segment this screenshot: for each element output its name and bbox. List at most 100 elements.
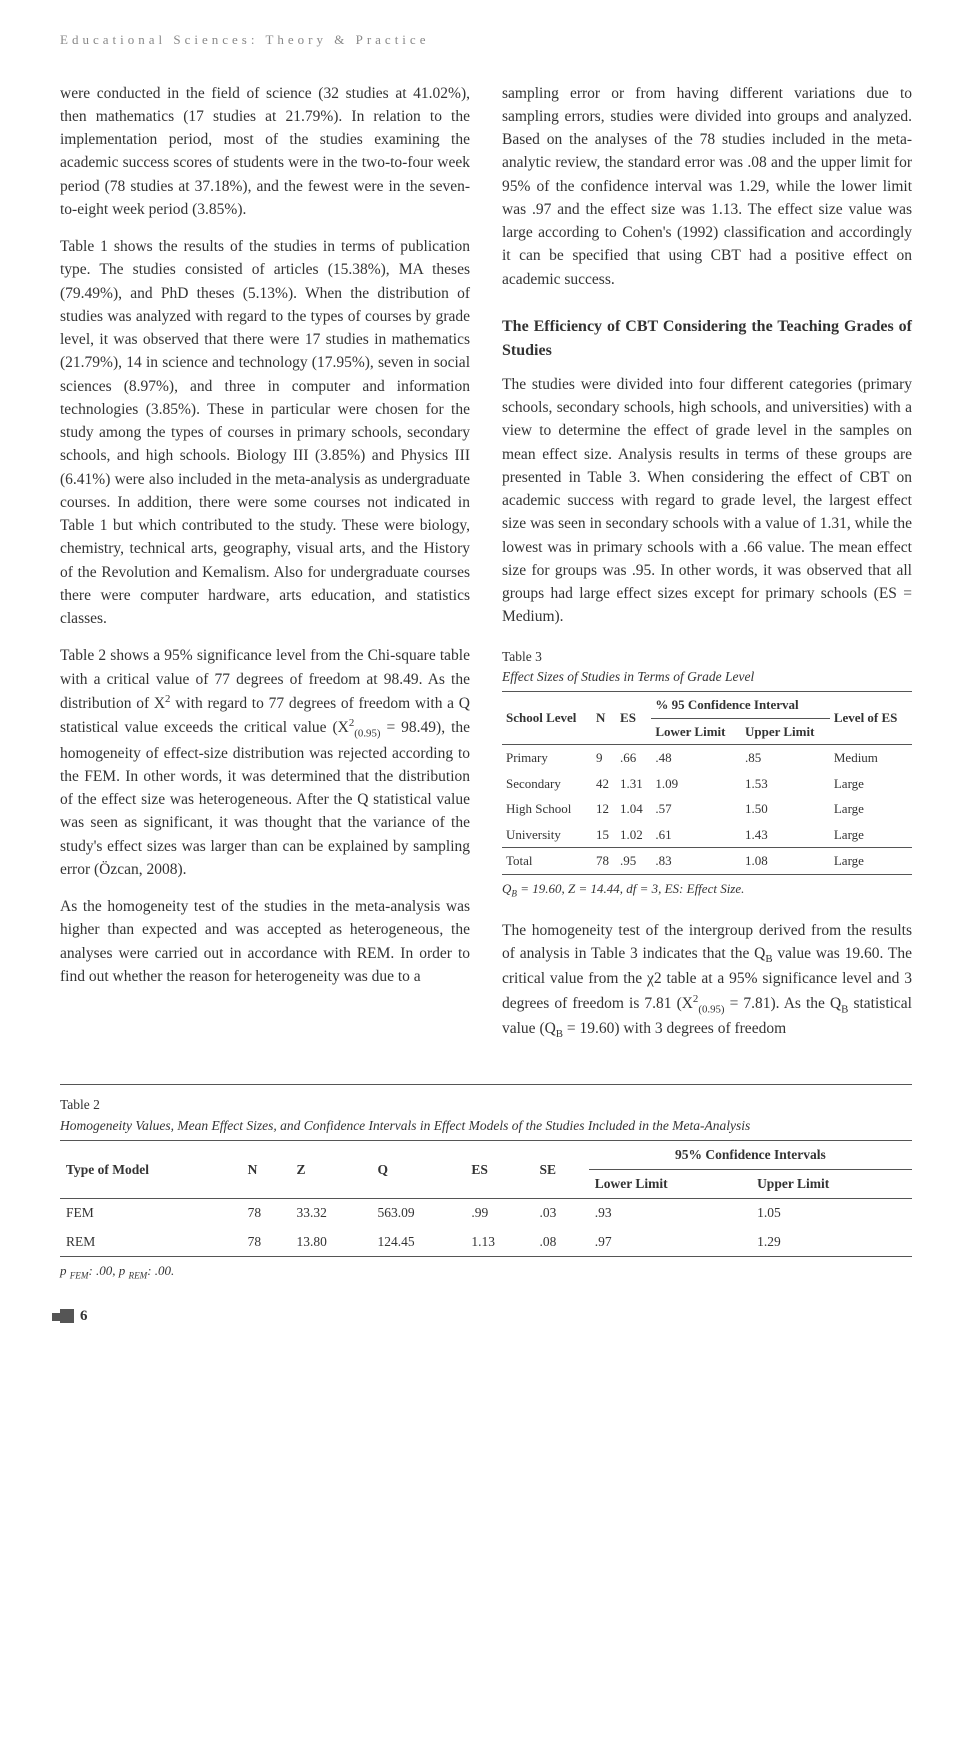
paragraph: Table 1 shows the results of the studies… — [60, 235, 470, 630]
cell: .48 — [651, 745, 741, 771]
cell: .03 — [534, 1199, 589, 1228]
page-footer: 6 — [60, 1305, 912, 1328]
cell: 563.09 — [371, 1199, 465, 1228]
th-upper: Upper Limit — [741, 718, 830, 745]
cell: 15 — [592, 822, 616, 848]
paragraph: The homogeneity test of the intergroup d… — [502, 919, 912, 1043]
th-n: N — [592, 692, 616, 745]
table-title: Table 2 — [60, 1095, 912, 1115]
cell: .85 — [741, 745, 830, 771]
cell: .08 — [534, 1228, 589, 1257]
cell: 78 — [242, 1199, 291, 1228]
cell: 1.31 — [616, 771, 651, 797]
th-upper: Upper Limit — [751, 1170, 912, 1199]
cell: .83 — [651, 848, 741, 875]
th-es: ES — [616, 692, 651, 745]
text: Q — [502, 881, 511, 896]
subscript: (0.95) — [354, 727, 380, 739]
table-row: Secondary 42 1.31 1.09 1.53 Large — [502, 771, 912, 797]
table-note: QB = 19.60, Z = 14.44, df = 3, ES: Effec… — [502, 879, 912, 901]
cell: High School — [502, 796, 592, 822]
cell: 13.80 — [290, 1228, 371, 1257]
cell: Large — [830, 848, 912, 875]
table-row: Primary 9 .66 .48 .85 Medium — [502, 745, 912, 771]
table-row: High School 12 1.04 .57 1.50 Large — [502, 796, 912, 822]
cell: University — [502, 822, 592, 848]
paragraph: The studies were divided into four diffe… — [502, 373, 912, 629]
cell: .66 — [616, 745, 651, 771]
cell: 78 — [592, 848, 616, 875]
paragraph: sampling error or from having different … — [502, 82, 912, 291]
cell: 1.13 — [465, 1228, 533, 1257]
journal-header: Educational Sciences: Theory & Practice — [60, 30, 912, 50]
table-3-table: School Level N ES % 95 Confidence Interv… — [502, 691, 912, 875]
cell: 1.43 — [741, 822, 830, 848]
th-ci: % 95 Confidence Interval — [651, 692, 830, 719]
subscript: B — [556, 1028, 563, 1040]
cell: Medium — [830, 745, 912, 771]
table-2: Table 2 Homogeneity Values, Mean Effect … — [60, 1084, 912, 1283]
table-row: REM 78 13.80 124.45 1.13 .08 .97 1.29 — [60, 1228, 912, 1257]
cell: 1.29 — [751, 1228, 912, 1257]
th-lower: Lower Limit — [589, 1170, 751, 1199]
cell: 1.09 — [651, 771, 741, 797]
text: : .00. — [147, 1263, 174, 1278]
th-n: N — [242, 1140, 291, 1199]
th-se: SE — [534, 1140, 589, 1199]
cell: Total — [502, 848, 592, 875]
text: = 7.81). As the Q — [725, 995, 842, 1012]
th-level: Level of ES — [830, 692, 912, 745]
subscript: REM — [129, 1271, 148, 1281]
cell: Large — [830, 822, 912, 848]
cell: 1.53 — [741, 771, 830, 797]
paragraph: were conducted in the field of science (… — [60, 82, 470, 222]
text: : .00, p — [88, 1263, 128, 1278]
table-3: Table 3 Effect Sizes of Studies in Terms… — [502, 647, 912, 901]
cell: .95 — [616, 848, 651, 875]
cell: 1.05 — [751, 1199, 912, 1228]
subscript: B — [765, 953, 772, 965]
table-title: Table 3 — [502, 647, 912, 667]
text: p — [60, 1263, 70, 1278]
cell: 124.45 — [371, 1228, 465, 1257]
th-z: Z — [290, 1140, 371, 1199]
table-2-table: Type of Model N Z Q ES SE 95% Confidence… — [60, 1140, 912, 1257]
table-caption: Effect Sizes of Studies in Terms of Grad… — [502, 667, 912, 687]
cell: 1.50 — [741, 796, 830, 822]
table-caption: Homogeneity Values, Mean Effect Sizes, a… — [60, 1116, 912, 1136]
cell: Primary — [502, 745, 592, 771]
table-row-total: Total 78 .95 .83 1.08 Large — [502, 848, 912, 875]
cell: 33.32 — [290, 1199, 371, 1228]
two-column-body: were conducted in the field of science (… — [60, 82, 912, 1057]
cell: REM — [60, 1228, 242, 1257]
subscript: (0.95) — [698, 1003, 724, 1015]
cell: .93 — [589, 1199, 751, 1228]
paragraph: Table 2 shows a 95% significance level f… — [60, 644, 470, 881]
text: = 19.60) with 3 degrees of freedom — [563, 1020, 786, 1037]
cell: Large — [830, 796, 912, 822]
cell: 78 — [242, 1228, 291, 1257]
section-heading: The Efficiency of CBT Considering the Te… — [502, 315, 912, 363]
text: = 19.60, Z = 14.44, df = 3, ES: Effect S… — [517, 881, 744, 896]
cell: 1.02 — [616, 822, 651, 848]
th-school: School Level — [502, 692, 592, 745]
cell: 1.08 — [741, 848, 830, 875]
cell: .97 — [589, 1228, 751, 1257]
page-ornament-icon — [60, 1309, 74, 1323]
th-es: ES — [465, 1140, 533, 1199]
th-q: Q — [371, 1140, 465, 1199]
th-ci: 95% Confidence Intervals — [589, 1140, 912, 1169]
right-column: sampling error or from having different … — [502, 82, 912, 1057]
cell: 9 — [592, 745, 616, 771]
cell: Large — [830, 771, 912, 797]
cell: .57 — [651, 796, 741, 822]
table-note: p FEM: .00, p REM: .00. — [60, 1261, 912, 1283]
subscript: FEM — [70, 1271, 89, 1281]
cell: Secondary — [502, 771, 592, 797]
page-number: 6 — [80, 1305, 88, 1328]
text: = 98.49), the homogeneity of effect-size… — [60, 719, 470, 878]
cell: .99 — [465, 1199, 533, 1228]
th-type: Type of Model — [60, 1140, 242, 1199]
th-lower: Lower Limit — [651, 718, 741, 745]
table-row: University 15 1.02 .61 1.43 Large — [502, 822, 912, 848]
